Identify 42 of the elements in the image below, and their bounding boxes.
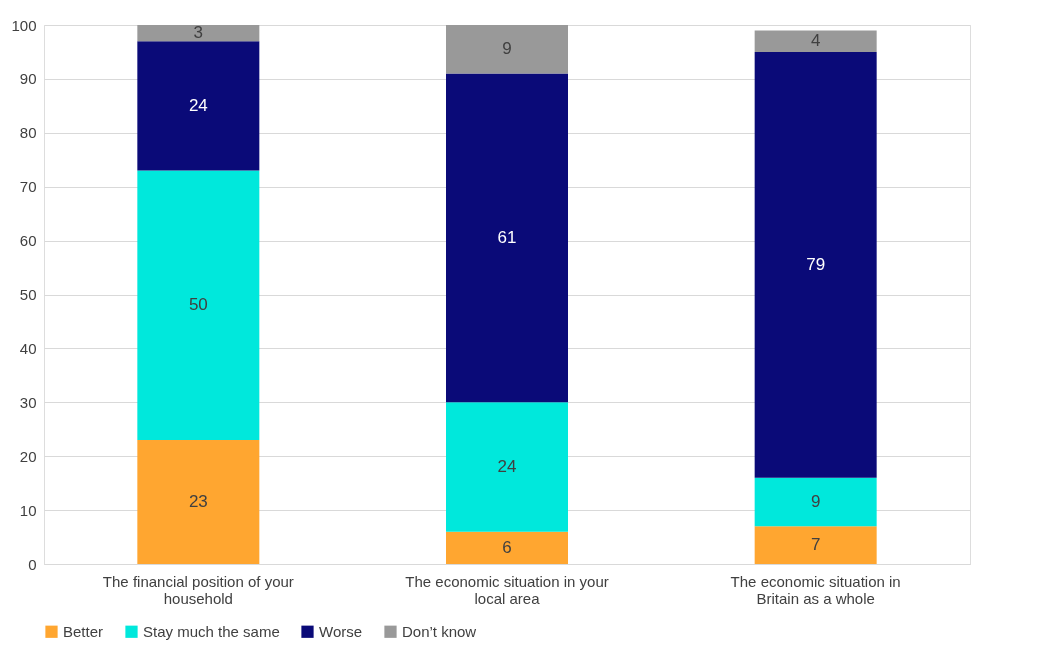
y-tick-label: 10: [19, 501, 37, 519]
legend-label: Better: [63, 622, 104, 640]
y-tick-label: 30: [19, 393, 37, 411]
legend-label: Worse: [319, 622, 363, 640]
y-tick-label: 80: [19, 124, 37, 142]
y-tick-label: 100: [11, 16, 37, 34]
bar: [754, 477, 877, 527]
bar: [446, 25, 568, 74]
x-tick-label: The financial position of your household: [102, 572, 294, 607]
bar: [754, 30, 877, 52]
data-label: 61: [497, 227, 517, 247]
y-tick-label: 40: [19, 339, 37, 357]
bar: [446, 73, 568, 403]
data-label: 9: [502, 39, 512, 59]
legend-label: Stay much the same: [143, 622, 280, 640]
bar: [137, 170, 260, 441]
y-tick-label: 70: [19, 178, 37, 196]
bar: [754, 51, 877, 478]
y-tick-label: 20: [19, 447, 37, 465]
data-label: 3: [193, 23, 204, 43]
bar: [137, 440, 260, 564]
data-label: 24: [497, 456, 517, 476]
bar: [137, 41, 260, 171]
data-label: 24: [188, 95, 208, 115]
y-tick-label: 0: [28, 555, 37, 573]
x-tick-label: The economic situation in your local area: [405, 572, 609, 607]
data-label: 6: [502, 537, 512, 557]
data-label: 79: [806, 254, 826, 274]
bar: [754, 526, 877, 564]
legend-label: Don’t know: [402, 622, 477, 640]
data-label: 23: [188, 492, 208, 512]
y-tick-label: 50: [19, 286, 37, 303]
data-label: 7: [810, 535, 821, 555]
y-tick-label: 60: [19, 232, 37, 250]
data-label: 50: [188, 295, 208, 315]
y-tick-label: 90: [19, 70, 37, 88]
x-tick-label: The economic situation in Britain as a whole: [730, 572, 901, 607]
bar: [137, 25, 260, 42]
data-label: 9: [810, 492, 821, 512]
bar: [446, 531, 568, 564]
data-label: 4: [810, 31, 821, 51]
bar: [446, 402, 568, 532]
